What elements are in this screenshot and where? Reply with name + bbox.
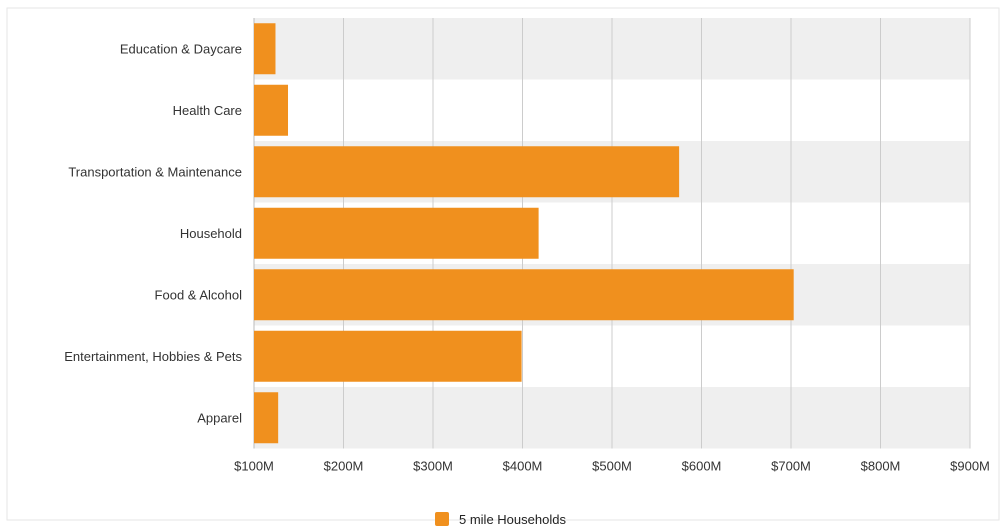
legend-swatch[interactable] — [435, 512, 449, 526]
category-label: Transportation & Maintenance — [68, 164, 242, 179]
x-tick-label: $200M — [324, 459, 364, 474]
category-label: Education & Daycare — [120, 41, 242, 56]
bars — [254, 23, 794, 444]
chart-frame — [6, 7, 1000, 521]
bar[interactable] — [254, 146, 680, 198]
x-tick-label: $700M — [771, 459, 811, 474]
category-labels: Education & Daycare Health Care Transporta… — [64, 41, 242, 425]
legend-label[interactable]: 5 mile Households — [459, 512, 566, 527]
bar[interactable] — [254, 269, 794, 321]
category-label: Apparel — [197, 410, 242, 425]
x-axis-tick-labels: $100M $200M $300M $400M $500M $600M $700M $800M… — [234, 459, 990, 474]
x-tick-label: $100M — [234, 459, 274, 474]
bar[interactable] — [254, 330, 522, 382]
x-tick-label: $600M — [682, 459, 722, 474]
x-tick-label: $300M — [413, 459, 453, 474]
bar[interactable] — [254, 207, 539, 259]
category-label: Health Care — [173, 103, 242, 118]
x-tick-label: $500M — [592, 459, 632, 474]
x-tick-label: $800M — [861, 459, 901, 474]
x-tick-label: $400M — [503, 459, 543, 474]
legend[interactable]: 5 mile Households — [435, 512, 566, 527]
bar[interactable] — [254, 392, 279, 444]
category-label: Food & Alcohol — [155, 287, 243, 302]
bar[interactable] — [254, 84, 289, 136]
bar[interactable] — [254, 23, 276, 75]
category-label: Entertainment, Hobbies & Pets — [64, 349, 242, 364]
category-label: Household — [180, 226, 242, 241]
x-tick-label: $900M — [950, 459, 990, 474]
